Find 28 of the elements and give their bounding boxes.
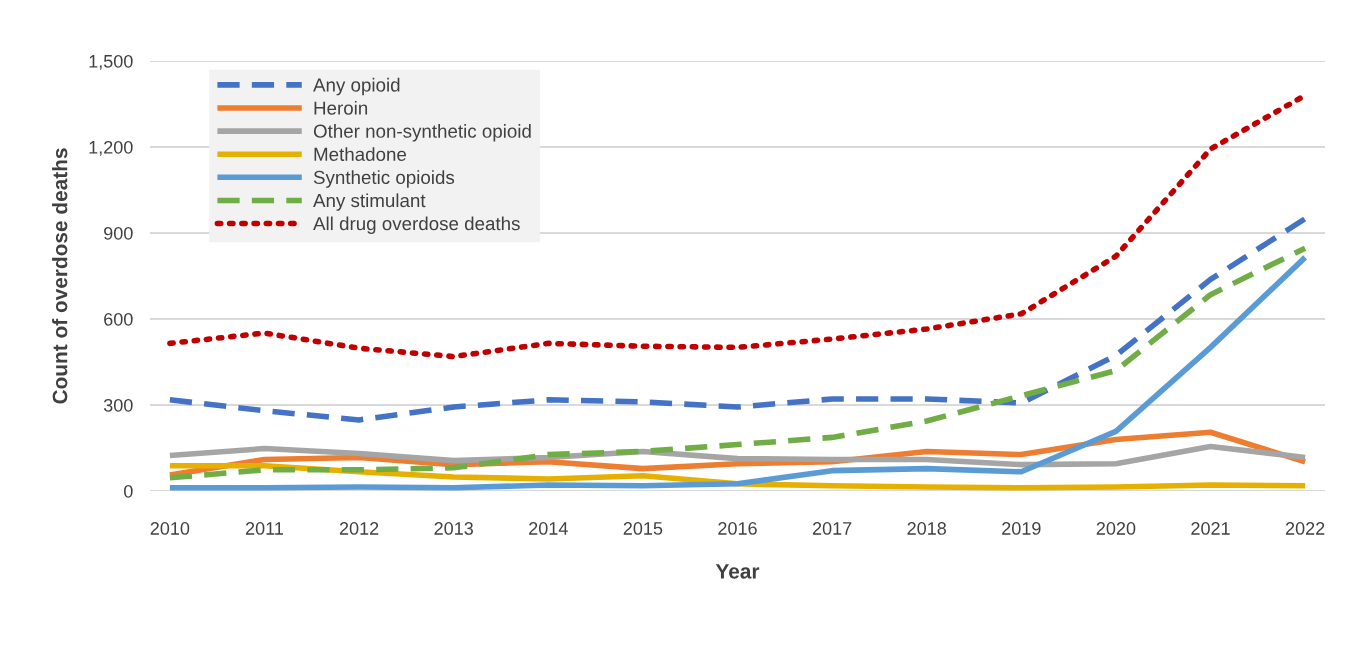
- legend-label: Other non-synthetic opioid: [313, 124, 531, 142]
- x-tick-label: 2022: [1285, 522, 1325, 535]
- x-tick-label: 2021: [1191, 522, 1230, 535]
- legend-label: Any opioid: [313, 77, 400, 96]
- x-axis-title: Year: [715, 564, 760, 579]
- y-tick-label: 900: [104, 226, 133, 240]
- x-tick-label: 2018: [907, 522, 947, 535]
- x-tick-label: 2017: [812, 522, 852, 535]
- x-tick-label: 2012: [339, 522, 379, 535]
- x-tick-label: 2019: [1002, 522, 1041, 535]
- x-tick-label: 2010: [150, 522, 190, 535]
- x-tick-label: 2013: [434, 522, 473, 535]
- y-tick-label: 1,200: [89, 140, 133, 156]
- legend-label: All drug overdose deaths: [313, 216, 520, 234]
- x-tick-label: 2014: [529, 522, 568, 535]
- y-tick-label: 300: [103, 398, 133, 412]
- y-tick-label: 1,500: [89, 54, 133, 70]
- x-tick-label: 2016: [718, 522, 757, 535]
- y-tick-label: 0: [124, 484, 133, 498]
- legend-label: Methadone: [314, 147, 407, 161]
- legend-label: Heroin: [314, 100, 368, 115]
- x-tick-label: 2015: [623, 522, 663, 535]
- y-axis-title: Count of overdose deaths: [52, 148, 68, 404]
- x-tick-label: 2020: [1096, 522, 1136, 535]
- y-tick-label: 600: [104, 312, 133, 326]
- x-tick-label: 2011: [245, 522, 284, 535]
- legend-label: Any stimulant: [313, 193, 426, 211]
- legend-label: Synthetic opioids: [313, 170, 455, 188]
